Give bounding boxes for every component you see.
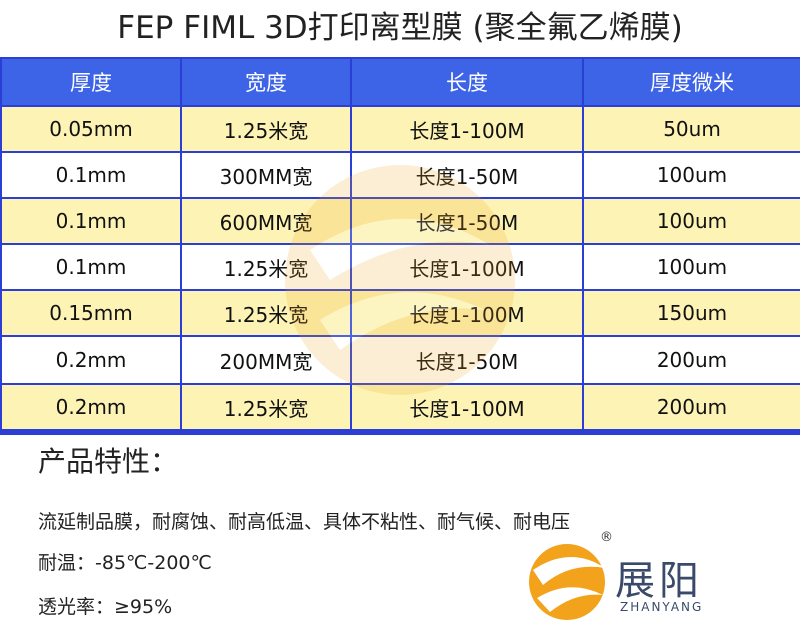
table-cell: 长度1-100M xyxy=(352,385,582,429)
table-cell: 200um xyxy=(584,385,800,429)
table-cell: 200MM宽 xyxy=(182,337,350,383)
table-cell: 1.25米宽 xyxy=(182,107,350,151)
table-cell: 长度1-100M xyxy=(352,245,582,289)
table-cell: 0.15mm xyxy=(2,291,180,335)
title: FEP FIML 3D打印离型膜 (聚全氟乙烯膜) xyxy=(117,10,683,46)
table-cell: 1.25米宽 xyxy=(182,245,350,289)
table-cell: 100um xyxy=(584,153,800,197)
table-cell: 0.2mm xyxy=(2,385,180,429)
table-cell: 0.1mm xyxy=(2,199,180,243)
features-heading: 产品特性： xyxy=(38,445,179,478)
table-cell: 1.25米宽 xyxy=(182,291,350,335)
table-cell: 长度1-100M xyxy=(352,107,582,151)
feature-line: 流延制品膜，耐腐蚀、耐高低温、具体不粘性、耐气候、耐电压 xyxy=(38,511,571,533)
watermark xyxy=(285,165,515,395)
table-cell: 150um xyxy=(584,291,800,335)
table-cell: 长度1-50M xyxy=(352,337,582,383)
table-cell: 长度1-50M xyxy=(352,153,582,197)
table-cell: 0.2mm xyxy=(2,337,180,383)
table-cell: 300MM宽 xyxy=(182,153,350,197)
table-cell: 100um xyxy=(584,199,800,243)
logo-icon xyxy=(529,544,605,620)
logo-pinyin: ZHANYANG xyxy=(620,600,704,614)
table-cell: 200um xyxy=(584,337,800,383)
column-header: 宽度 xyxy=(182,59,350,105)
table-cell: 600MM宽 xyxy=(182,199,350,243)
column-header: 厚度 xyxy=(2,59,180,105)
table-cell: 1.25米宽 xyxy=(182,385,350,429)
table-cell: 0.1mm xyxy=(2,245,180,289)
feature-line: 耐温：-85℃-200℃ xyxy=(38,552,212,574)
column-header: 长度 xyxy=(352,59,582,105)
column-header: 厚度微米 xyxy=(584,59,800,105)
logo-registered: ® xyxy=(600,530,613,545)
table-cell: 长度1-100M xyxy=(352,291,582,335)
table-cell: 0.1mm xyxy=(2,153,180,197)
table-cell: 0.05mm xyxy=(2,107,180,151)
table-cell: 100um xyxy=(584,245,800,289)
logo-name: 展阳 xyxy=(615,558,703,604)
table-cell: 长度1-50M xyxy=(352,199,582,243)
spec-table: 厚度 宽度 长度 厚度微米 0.05mm 1.25米宽 长度1-100M 50um 0.1mm 3… xyxy=(0,57,800,435)
table-cell: 50um xyxy=(584,107,800,151)
feature-line: 透光率：≥95% xyxy=(38,596,173,618)
